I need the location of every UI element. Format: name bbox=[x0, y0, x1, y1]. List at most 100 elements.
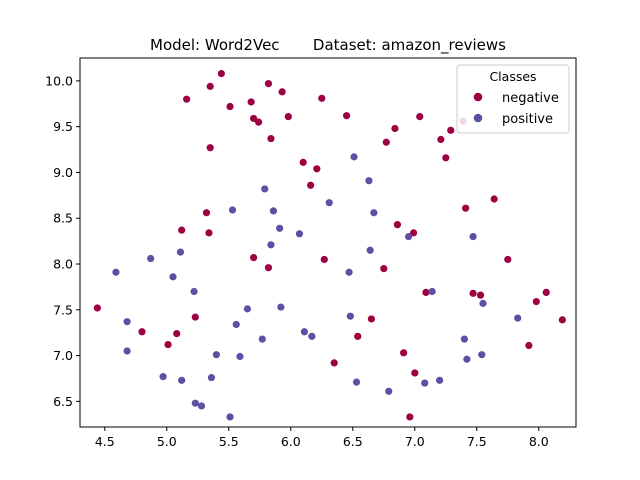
data-point-negative bbox=[343, 112, 351, 120]
y-tick-label: 8.5 bbox=[53, 211, 73, 226]
data-point-positive bbox=[308, 332, 316, 340]
data-point-negative bbox=[367, 315, 375, 323]
legend-box bbox=[456, 64, 570, 134]
data-point-positive bbox=[123, 347, 131, 355]
x-tick-label: 8.0 bbox=[529, 434, 549, 449]
data-point-positive bbox=[236, 352, 244, 361]
data-point-negative bbox=[264, 264, 273, 272]
data-point-negative bbox=[393, 221, 402, 229]
y-tick-label: 9.5 bbox=[53, 119, 73, 134]
data-point-positive bbox=[207, 373, 216, 382]
data-point-negative bbox=[250, 114, 258, 123]
legend: Classes negative positive bbox=[456, 64, 570, 134]
data-point-negative bbox=[191, 313, 199, 321]
data-point-negative bbox=[138, 328, 146, 336]
data-point-negative bbox=[217, 69, 225, 78]
data-point-negative bbox=[462, 204, 470, 212]
data-point-positive bbox=[226, 413, 234, 421]
data-point-negative bbox=[532, 297, 540, 306]
data-point-negative bbox=[542, 288, 550, 297]
x-tick-label: 6.0 bbox=[281, 434, 301, 449]
data-point-negative bbox=[409, 229, 418, 237]
data-point-positive bbox=[370, 209, 378, 217]
data-point-negative bbox=[247, 98, 255, 106]
data-point-positive bbox=[405, 232, 413, 241]
data-point-positive bbox=[269, 207, 278, 215]
x-tick-label: 4.5 bbox=[95, 434, 115, 449]
data-point-positive bbox=[478, 351, 486, 359]
y-tick-label: 7.0 bbox=[53, 348, 73, 363]
data-point-negative bbox=[264, 80, 273, 88]
data-point-negative bbox=[447, 126, 455, 134]
data-point-negative bbox=[202, 209, 211, 217]
data-point-positive bbox=[469, 232, 477, 241]
data-point-negative bbox=[391, 124, 399, 133]
data-point-negative bbox=[313, 165, 321, 173]
data-point-negative bbox=[284, 113, 292, 121]
y-tick-label: 9.0 bbox=[53, 165, 73, 180]
data-point-negative bbox=[164, 340, 172, 349]
data-point-positive bbox=[479, 299, 487, 307]
data-point-negative bbox=[504, 255, 512, 264]
data-point-negative bbox=[490, 195, 498, 203]
data-point-negative bbox=[307, 181, 315, 189]
data-point-positive bbox=[385, 387, 393, 395]
data-point-positive bbox=[191, 399, 199, 407]
y-tick-label: 7.5 bbox=[53, 302, 73, 317]
data-point-positive bbox=[277, 303, 285, 311]
data-point-negative bbox=[437, 135, 445, 144]
data-point-negative bbox=[354, 332, 362, 340]
data-point-negative bbox=[318, 94, 326, 102]
data-point-positive bbox=[276, 224, 284, 232]
data-point-negative bbox=[400, 349, 408, 357]
data-point-positive bbox=[325, 199, 333, 207]
data-point-positive bbox=[258, 335, 266, 343]
data-point-negative bbox=[320, 255, 328, 264]
data-point-negative bbox=[416, 113, 424, 121]
data-point-negative bbox=[406, 413, 414, 421]
data-point-positive bbox=[428, 287, 436, 296]
legend-label-negative: negative bbox=[502, 91, 559, 106]
data-point-negative bbox=[226, 102, 234, 111]
data-point-negative bbox=[469, 289, 477, 297]
axis-ticks: 4.5 5.0 5.5 6.0 6.5 7.0 7.5 8.0 6.5 7.0 7.5 8.0 8.5 9… bbox=[45, 73, 549, 449]
data-point-negative bbox=[422, 288, 430, 297]
data-point-positive bbox=[178, 376, 186, 384]
data-point-positive bbox=[346, 312, 354, 320]
data-point-negative bbox=[330, 359, 338, 367]
plot-frame bbox=[79, 57, 577, 428]
data-point-positive bbox=[514, 314, 522, 322]
data-point-positive bbox=[345, 268, 353, 276]
data-point-negative bbox=[442, 154, 450, 162]
data-point-positive bbox=[267, 241, 275, 249]
data-point-positive bbox=[159, 373, 167, 381]
data-point-positive bbox=[365, 177, 373, 185]
data-point-negative bbox=[173, 330, 181, 338]
data-point-negative bbox=[178, 226, 186, 234]
data-point-negative bbox=[299, 158, 307, 166]
data-point-negative bbox=[525, 341, 533, 350]
data-point-negative bbox=[206, 82, 214, 90]
data-point-negative bbox=[183, 95, 191, 103]
data-point-negative bbox=[206, 144, 214, 152]
x-tick-label: 5.0 bbox=[157, 434, 177, 449]
data-point-positive bbox=[190, 287, 198, 296]
x-tick-label: 7.0 bbox=[405, 434, 425, 449]
data-point-positive bbox=[232, 320, 240, 329]
data-point-positive bbox=[243, 305, 251, 313]
x-tick-label: 5.5 bbox=[219, 434, 239, 449]
data-point-positive bbox=[421, 379, 429, 387]
data-point-positive bbox=[147, 254, 155, 263]
data-point-positive bbox=[169, 273, 177, 281]
legend-marker-negative bbox=[473, 92, 483, 102]
data-point-negative bbox=[411, 369, 419, 377]
data-point-positive bbox=[295, 230, 304, 238]
data-point-negative bbox=[267, 134, 275, 143]
y-tick-label: 8.0 bbox=[53, 257, 73, 272]
data-point-positive bbox=[212, 351, 220, 359]
x-tick-label: 7.5 bbox=[467, 434, 487, 449]
data-point-positive bbox=[350, 153, 358, 161]
legend-marker-positive bbox=[473, 113, 483, 123]
data-point-negative bbox=[558, 316, 566, 324]
